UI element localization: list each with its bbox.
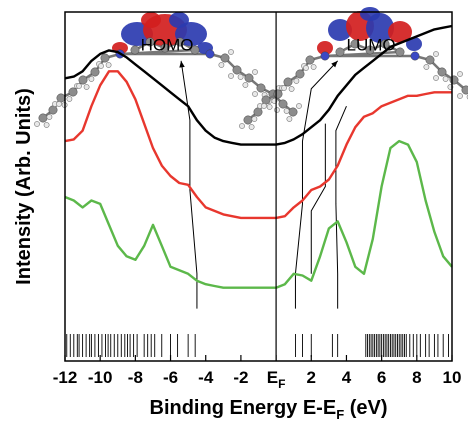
y-axis-title: Intensity (Arb. Units) (13, 88, 35, 285)
plot-frame (64, 11, 453, 362)
correlation-arrowhead (179, 60, 185, 68)
x-tick-label: EF (267, 368, 286, 391)
correlation-line-3 (310, 123, 326, 274)
correlation-lines (179, 60, 347, 309)
lumo-label: LUMO (347, 35, 396, 54)
x-axis-title: Binding Energy E-EF (eV) (150, 397, 388, 422)
x-tick-label: -8 (128, 368, 143, 387)
correlation-arrowhead (331, 60, 338, 68)
series-line-3 (64, 139, 453, 289)
x-tick-label: 8 (412, 368, 421, 387)
correlation-line-1 (180, 60, 198, 309)
correlation-line-4 (335, 106, 347, 309)
x-tick-label: -6 (163, 368, 178, 387)
homo-label: HOMO (141, 35, 194, 54)
x-tick-label: 4 (342, 368, 352, 387)
spectra-series (64, 24, 453, 289)
x-axis-title-sub: F (336, 407, 344, 422)
x-tick-label: -12 (53, 368, 78, 387)
x-tick-label: -10 (88, 368, 113, 387)
x-tick-label: 2 (307, 368, 316, 387)
stick-spectrum (66, 334, 449, 357)
x-tick-label: -4 (198, 368, 214, 387)
x-tick-label: 10 (443, 368, 462, 387)
x-axis-title-unit: (eV) (344, 397, 387, 419)
correlation-line-2 (294, 60, 339, 309)
series-line-2 (64, 70, 452, 220)
x-tick-label: -2 (233, 368, 248, 387)
x-axis-ticks: -12 -10 -8 -6 -4 -2 EF 2 4 6 8 10 (53, 355, 462, 391)
x-axis-title-main: Binding Energy E-E (150, 397, 337, 419)
homo-molecule-illustration (34, 12, 302, 128)
lumo-molecule-illustration (239, 7, 468, 130)
x-tick-label: 6 (377, 368, 386, 387)
series-line-1 (64, 24, 453, 146)
